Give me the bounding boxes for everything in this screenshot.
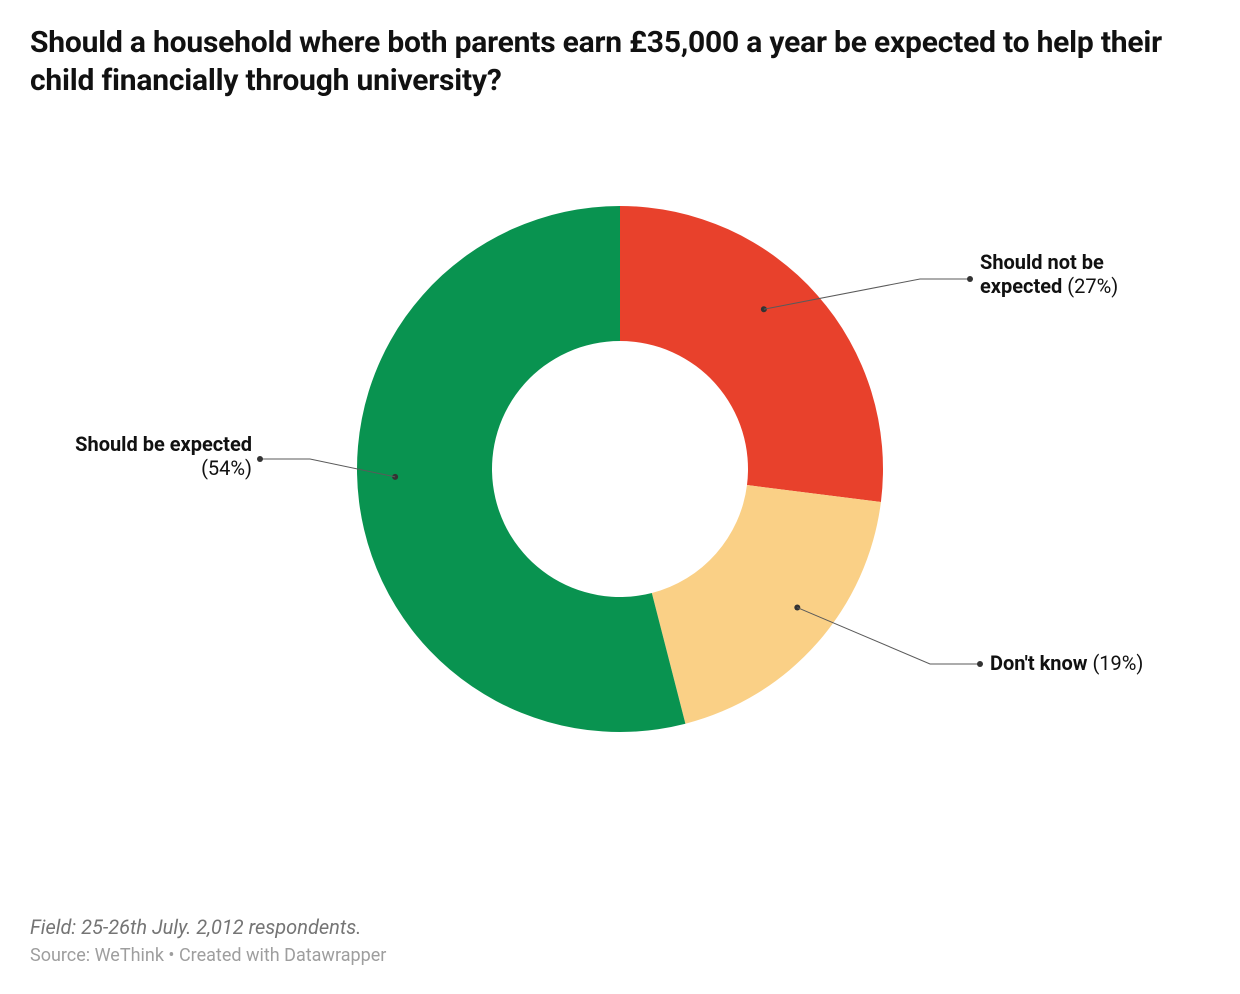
chart-footer: Field: 25-26th July. 2,012 respondents. … [30, 915, 386, 966]
callout-label: Don't know (19%) [990, 651, 1143, 675]
callout-dot-icon [257, 456, 263, 462]
donut-slice [620, 206, 883, 502]
field-note: Field: 25-26th July. 2,012 respondents. [30, 915, 386, 939]
callout-label: Should be expected(54%) [75, 432, 252, 480]
chart-title: Should a household where both parents ea… [30, 24, 1210, 99]
donut-slice [652, 485, 881, 724]
donut-chart: Should not beexpected (27%) Don't know (1… [30, 99, 1210, 839]
callout-dot-icon [977, 661, 983, 667]
chart-container: Should a household where both parents ea… [0, 0, 1240, 994]
callout-label: Should not beexpected (27%) [980, 250, 1118, 298]
callout-dot-icon [794, 605, 800, 611]
source-note: Source: WeThink • Created with Datawrapp… [30, 945, 386, 966]
callout-dot-icon [967, 276, 973, 282]
